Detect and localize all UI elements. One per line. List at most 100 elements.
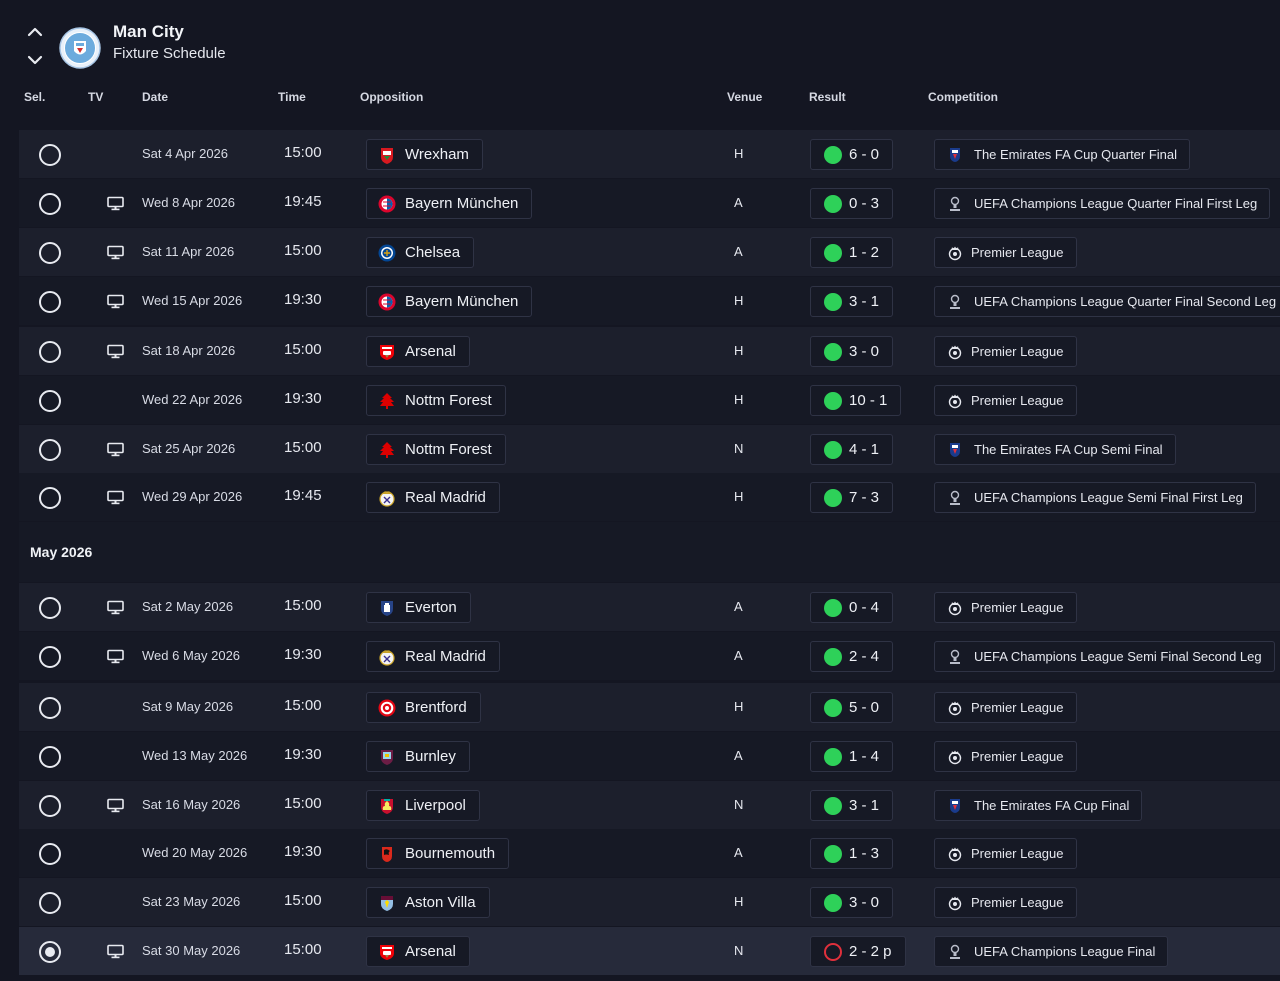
chevron-down-icon[interactable] bbox=[26, 54, 44, 66]
match-result[interactable]: 0 - 3 bbox=[810, 188, 894, 219]
competition-premier-league[interactable]: Premier League bbox=[934, 741, 1077, 772]
fixture-row[interactable]: Sat 9 May 2026 15:00 Brentford H 5 - 0 P… bbox=[19, 683, 1280, 731]
opposition-liverpool[interactable]: Liverpool bbox=[366, 790, 480, 821]
competition-uefa-champions-league-quarter-final-second-leg[interactable]: UEFA Champions League Quarter Final Seco… bbox=[934, 286, 1280, 317]
opposition-nottm-forest[interactable]: Nottm Forest bbox=[366, 385, 506, 416]
select-radio[interactable] bbox=[39, 646, 61, 668]
select-radio[interactable] bbox=[39, 144, 61, 166]
select-radio[interactable] bbox=[39, 597, 61, 619]
bournemouth-badge-icon bbox=[382, 847, 392, 862]
fixture-date: Sat 18 Apr 2026 bbox=[142, 343, 236, 358]
competition-the-emirates-fa-cup-final[interactable]: The Emirates FA Cup Final bbox=[934, 790, 1143, 821]
match-result[interactable]: 10 - 1 bbox=[810, 385, 902, 416]
opposition-wrexham[interactable]: Wrexham bbox=[366, 139, 483, 170]
select-radio[interactable] bbox=[39, 390, 61, 412]
competition-premier-league[interactable]: Premier League bbox=[934, 592, 1077, 623]
match-result[interactable]: 2 - 4 bbox=[810, 641, 894, 672]
column-header-competition[interactable]: Competition bbox=[928, 90, 998, 104]
competition-premier-league[interactable]: Premier League bbox=[934, 887, 1077, 918]
opposition-burnley[interactable]: Burnley bbox=[366, 741, 470, 772]
chevron-up-icon[interactable] bbox=[26, 26, 44, 38]
select-radio[interactable] bbox=[39, 341, 61, 363]
competition-uefa-champions-league-final[interactable]: UEFA Champions League Final bbox=[934, 936, 1169, 967]
competition-premier-league[interactable]: Premier League bbox=[934, 838, 1077, 869]
fixture-row[interactable]: Wed 13 May 2026 19:30 Burnley A 1 - 4 Pr… bbox=[19, 732, 1280, 780]
competition-the-emirates-fa-cup-semi-final[interactable]: The Emirates FA Cup Semi Final bbox=[934, 434, 1176, 465]
column-header-opposition[interactable]: Opposition bbox=[360, 90, 424, 104]
select-radio[interactable] bbox=[39, 439, 61, 461]
select-radio[interactable] bbox=[39, 291, 61, 313]
column-header-time[interactable]: Time bbox=[278, 90, 306, 104]
match-result[interactable]: 0 - 4 bbox=[810, 592, 894, 623]
opposition-name: Real Madrid bbox=[405, 648, 486, 665]
column-header-sel[interactable]: Sel. bbox=[24, 90, 46, 104]
match-result[interactable]: 2 - 2 p bbox=[810, 936, 906, 967]
match-result[interactable]: 1 - 3 bbox=[810, 838, 894, 869]
match-result[interactable]: 4 - 1 bbox=[810, 434, 894, 465]
competition-uefa-champions-league-semi-final-second-leg[interactable]: UEFA Champions League Semi Final Second … bbox=[934, 641, 1275, 672]
select-radio[interactable] bbox=[39, 843, 61, 865]
match-result[interactable]: 3 - 0 bbox=[810, 336, 894, 367]
competition-premier-league[interactable]: Premier League bbox=[934, 237, 1077, 268]
select-radio[interactable] bbox=[39, 193, 61, 215]
fixture-row[interactable]: Sat 30 May 2026 15:00 Arsenal N 2 - 2 p … bbox=[19, 927, 1280, 975]
win-indicator-icon bbox=[824, 489, 842, 507]
match-result[interactable]: 1 - 2 bbox=[810, 237, 894, 268]
column-header-tv[interactable]: TV bbox=[88, 90, 104, 104]
fixture-row[interactable]: Wed 15 Apr 2026 19:30 Bayern München H 3… bbox=[19, 277, 1280, 325]
fixture-row[interactable]: Wed 8 Apr 2026 19:45 Bayern München A 0 … bbox=[19, 179, 1280, 227]
select-radio[interactable] bbox=[39, 941, 61, 963]
select-radio[interactable] bbox=[39, 746, 61, 768]
match-result[interactable]: 5 - 0 bbox=[810, 692, 894, 723]
opposition-nottm-forest[interactable]: Nottm Forest bbox=[366, 434, 506, 465]
opposition-real-madrid[interactable]: Real Madrid bbox=[366, 482, 500, 513]
opposition-brentford[interactable]: Brentford bbox=[366, 692, 481, 723]
competition-name: UEFA Champions League Quarter Final Seco… bbox=[974, 294, 1277, 309]
opposition-everton[interactable]: Everton bbox=[366, 592, 471, 623]
select-radio[interactable] bbox=[39, 892, 61, 914]
fixture-venue: A bbox=[734, 748, 743, 763]
column-header-date[interactable]: Date bbox=[142, 90, 169, 104]
fixture-row[interactable]: Wed 20 May 2026 19:30 Bournemouth A 1 - … bbox=[19, 829, 1280, 877]
fixture-row[interactable]: Wed 22 Apr 2026 19:30 Nottm Forest H 10 … bbox=[19, 376, 1280, 424]
fixture-row[interactable]: Sat 11 Apr 2026 15:00 Chelsea A 1 - 2 Pr… bbox=[19, 228, 1280, 276]
champions-league-icon bbox=[950, 294, 960, 309]
fixture-row[interactable]: Wed 6 May 2026 19:30 Real Madrid A 2 - 4… bbox=[19, 632, 1280, 680]
column-header-venue[interactable]: Venue bbox=[727, 90, 763, 104]
fixture-row[interactable]: Sat 16 May 2026 15:00 Liverpool N 3 - 1 … bbox=[19, 781, 1280, 829]
competition-premier-league[interactable]: Premier League bbox=[934, 336, 1077, 367]
opposition-name: Bayern München bbox=[405, 195, 519, 212]
opposition-arsenal[interactable]: Arsenal bbox=[366, 936, 470, 967]
club-name[interactable]: Man City bbox=[113, 22, 184, 41]
opposition-bournemouth[interactable]: Bournemouth bbox=[366, 838, 510, 869]
opposition-bayern-m-nchen[interactable]: Bayern München bbox=[366, 188, 533, 219]
opposition-aston-villa[interactable]: Aston Villa bbox=[366, 887, 490, 918]
opposition-real-madrid[interactable]: Real Madrid bbox=[366, 641, 500, 672]
competition-name: Premier League bbox=[971, 749, 1064, 764]
select-radio[interactable] bbox=[39, 697, 61, 719]
fixture-row[interactable]: Sat 2 May 2026 15:00 Everton A 0 - 4 Pre… bbox=[19, 583, 1280, 631]
opposition-chelsea[interactable]: Chelsea bbox=[366, 237, 475, 268]
select-radio[interactable] bbox=[39, 242, 61, 264]
competition-uefa-champions-league-quarter-final-first-leg[interactable]: UEFA Champions League Quarter Final Firs… bbox=[934, 188, 1271, 219]
competition-uefa-champions-league-semi-final-first-leg[interactable]: UEFA Champions League Semi Final First L… bbox=[934, 482, 1256, 513]
competition-premier-league[interactable]: Premier League bbox=[934, 385, 1077, 416]
match-result[interactable]: 7 - 3 bbox=[810, 482, 894, 513]
competition-premier-league[interactable]: Premier League bbox=[934, 692, 1077, 723]
match-result[interactable]: 1 - 4 bbox=[810, 741, 894, 772]
match-result[interactable]: 3 - 1 bbox=[810, 790, 894, 821]
opposition-bayern-m-nchen[interactable]: Bayern München bbox=[366, 286, 533, 317]
opposition-arsenal[interactable]: Arsenal bbox=[366, 336, 470, 367]
fixture-row[interactable]: Wed 29 Apr 2026 19:45 Real Madrid H 7 - … bbox=[19, 473, 1280, 521]
fixture-row[interactable]: Sat 18 Apr 2026 15:00 Arsenal H 3 - 0 Pr… bbox=[19, 327, 1280, 375]
match-result[interactable]: 6 - 0 bbox=[810, 139, 894, 170]
select-radio[interactable] bbox=[39, 487, 61, 509]
fixture-row[interactable]: Sat 4 Apr 2026 15:00 Wrexham H 6 - 0 The… bbox=[19, 130, 1280, 178]
match-result[interactable]: 3 - 0 bbox=[810, 887, 894, 918]
fixture-row[interactable]: Sat 23 May 2026 15:00 Aston Villa H 3 - … bbox=[19, 878, 1280, 926]
fixture-row[interactable]: Sat 25 Apr 2026 15:00 Nottm Forest N 4 -… bbox=[19, 425, 1280, 473]
match-result[interactable]: 3 - 1 bbox=[810, 286, 894, 317]
column-header-result[interactable]: Result bbox=[809, 90, 846, 104]
competition-the-emirates-fa-cup-quarter-final[interactable]: The Emirates FA Cup Quarter Final bbox=[934, 139, 1191, 170]
select-radio[interactable] bbox=[39, 795, 61, 817]
